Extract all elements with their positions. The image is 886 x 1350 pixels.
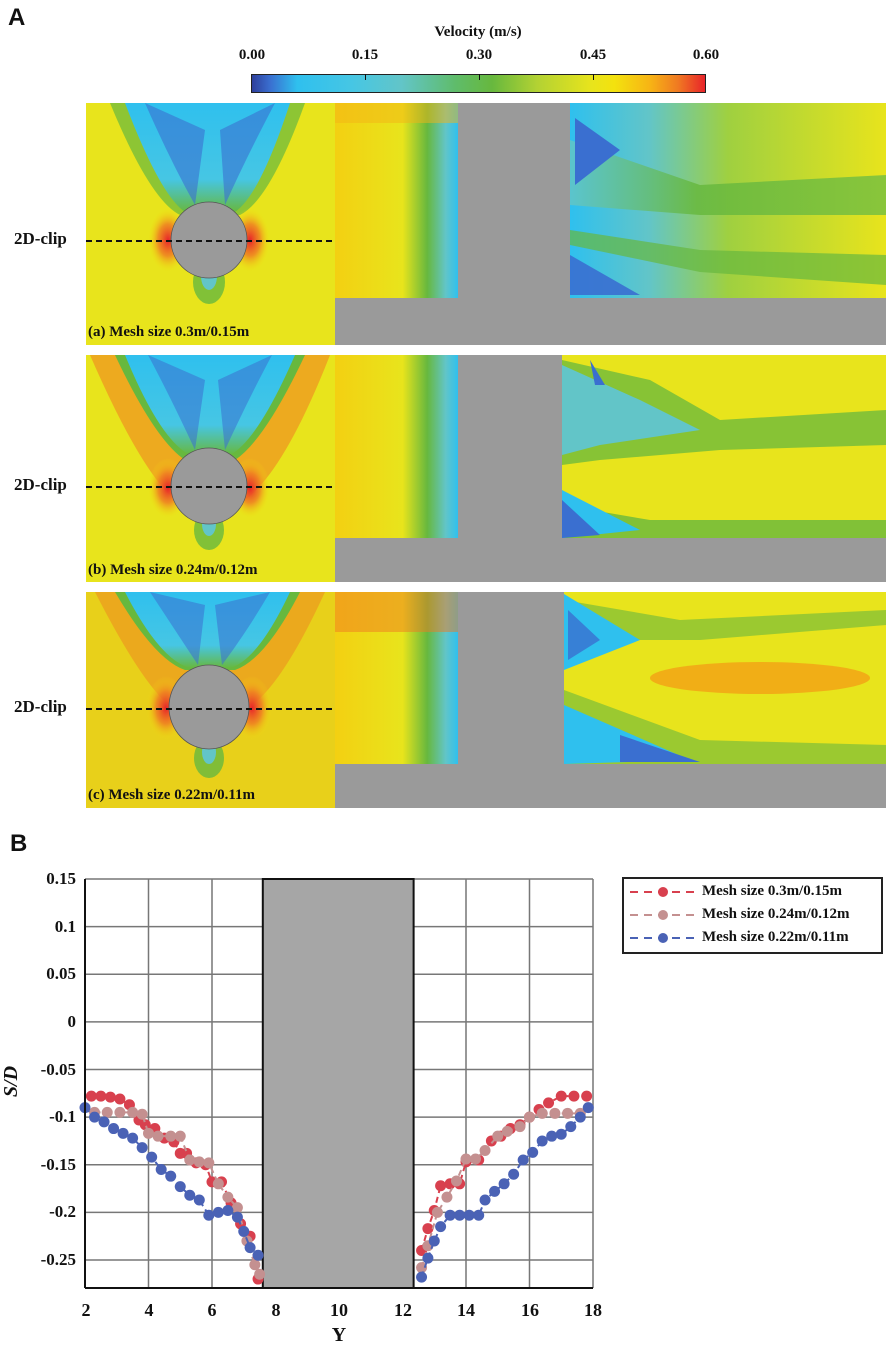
sim-panel-b	[86, 355, 886, 582]
mesh-label-c: (c) Mesh size 0.22m/0.11m	[88, 787, 256, 803]
clip-label-c: 2D-clip	[14, 697, 67, 716]
legend-marker-red-icon	[630, 887, 696, 897]
y-tick: 0	[67, 1012, 77, 1031]
colorbar-tick-0: 0.00	[238, 47, 266, 63]
y-tick: 0.05	[46, 964, 76, 983]
panel-a-letter: A	[8, 4, 26, 31]
legend-item: Mesh size 0.24m/0.12m	[624, 904, 881, 926]
legend-label: Mesh size 0.3m/0.15m	[702, 883, 842, 899]
mesh-label-b: (b) Mesh size 0.24m/0.12m	[88, 562, 258, 578]
x-tick: 14	[457, 1300, 475, 1320]
y-tick: -0.15	[40, 1155, 76, 1174]
x-tick: 16	[521, 1300, 539, 1320]
colorbar-tick-2: 0.30	[465, 47, 493, 63]
simulation-panels	[86, 103, 886, 808]
sim-panel-c	[86, 592, 886, 808]
colorbar-mark	[365, 74, 366, 80]
clip-label-a: 2D-clip	[14, 229, 67, 248]
x-tick: 12	[394, 1300, 412, 1320]
colorbar-mark	[593, 74, 594, 80]
x-tick: 18	[584, 1300, 602, 1320]
velocity-colorbar	[251, 74, 706, 93]
legend-marker-pink-icon	[630, 910, 696, 920]
x-axis-title: Y	[331, 1324, 347, 1346]
colorbar-title: Velocity (m/s)	[434, 24, 522, 40]
y-tick: -0.05	[40, 1060, 76, 1079]
legend-label: Mesh size 0.22m/0.11m	[702, 929, 849, 945]
x-tick: 8	[271, 1300, 281, 1320]
y-tick: 0.15	[46, 869, 76, 888]
x-tick: 10	[330, 1300, 348, 1320]
colorbar-tick-4: 0.60	[692, 47, 720, 63]
y-tick: -0.1	[49, 1107, 76, 1126]
clip-label-b: 2D-clip	[14, 475, 67, 494]
y-tick: -0.25	[40, 1250, 76, 1269]
chart-legend: Mesh size 0.3m/0.15m Mesh size 0.24m/0.1…	[622, 877, 883, 954]
colorbar-mark	[479, 74, 480, 80]
legend-marker-blue-icon	[630, 933, 696, 943]
y-axis-title: S/D	[0, 1065, 23, 1098]
panel-b-letter: B	[10, 830, 28, 857]
legend-item: Mesh size 0.22m/0.11m	[624, 927, 881, 949]
colorbar-tick-1: 0.15	[351, 47, 379, 63]
colorbar-tick-3: 0.45	[579, 47, 607, 63]
y-tick: 0.1	[54, 917, 76, 936]
clip-line-b	[86, 486, 332, 488]
legend-item: Mesh size 0.3m/0.15m	[624, 881, 881, 903]
x-tick: 6	[207, 1300, 217, 1320]
sim-panel-a	[86, 103, 886, 345]
legend-label: Mesh size 0.24m/0.12m	[702, 906, 850, 922]
clip-line-c	[86, 708, 332, 710]
x-tick: 2	[81, 1300, 91, 1320]
y-tick: -0.2	[49, 1202, 76, 1221]
mesh-label-a: (a) Mesh size 0.3m/0.15m	[88, 324, 250, 340]
clip-line-a	[86, 240, 332, 242]
x-tick: 4	[144, 1300, 154, 1320]
